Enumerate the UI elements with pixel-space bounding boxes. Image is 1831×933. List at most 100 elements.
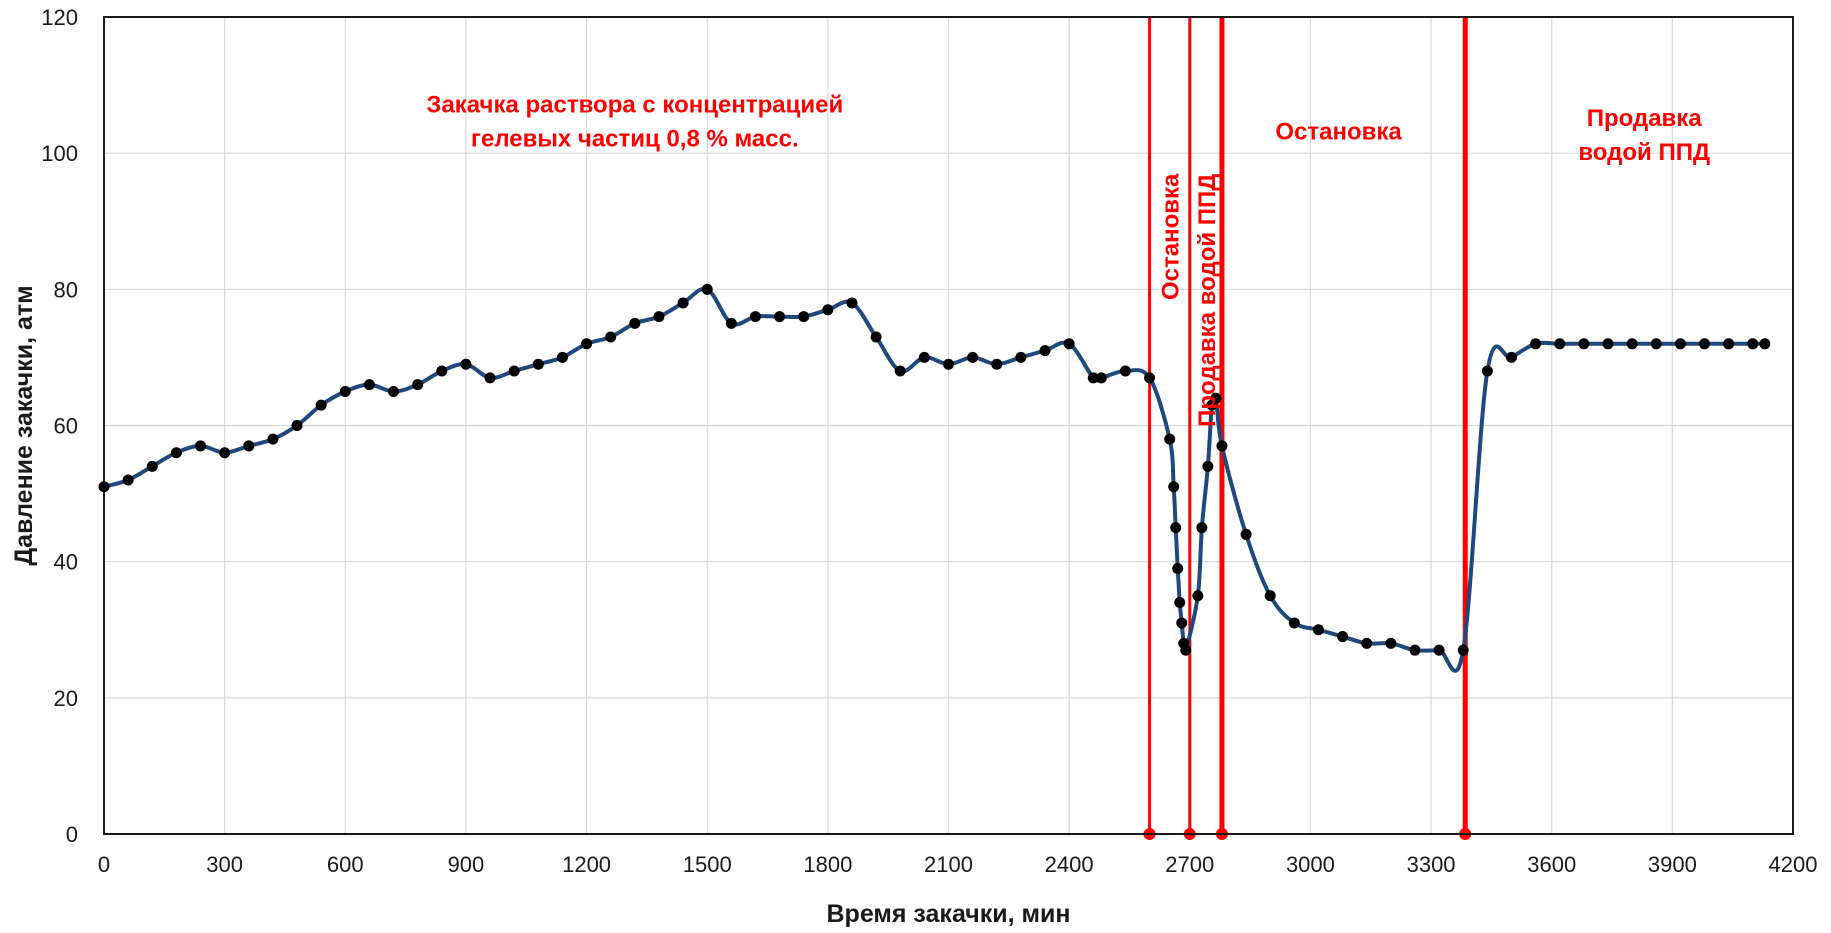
data-point: [1240, 528, 1252, 540]
data-point: [532, 358, 544, 370]
x-tick-label: 0: [98, 852, 110, 877]
data-point: [1170, 522, 1182, 534]
x-tick-label: 3300: [1407, 852, 1456, 877]
data-point: [1457, 644, 1469, 656]
data-point: [219, 447, 231, 459]
data-point: [1164, 433, 1176, 445]
data-point: [653, 311, 665, 323]
data-point: [1288, 617, 1300, 629]
data-point: [1602, 338, 1614, 350]
data-point: [1216, 440, 1228, 452]
data-point: [677, 297, 689, 309]
data-point: [1361, 637, 1373, 649]
data-point: [1578, 338, 1590, 350]
data-point: [195, 440, 207, 452]
data-point: [412, 379, 424, 391]
data-point: [725, 317, 737, 329]
data-point: [1144, 372, 1156, 384]
data-point: [749, 311, 761, 323]
data-point: [1196, 522, 1208, 534]
data-point: [1192, 590, 1204, 602]
annotation-label: Закачка раствора с концентрацией: [426, 91, 843, 118]
x-tick-label: 3600: [1527, 852, 1576, 877]
data-point: [1433, 644, 1445, 656]
data-point: [315, 399, 327, 411]
data-point: [1759, 338, 1771, 350]
data-point: [1095, 372, 1107, 384]
data-point: [1481, 365, 1493, 377]
data-point: [1554, 338, 1566, 350]
x-tick-label: 2400: [1045, 852, 1094, 877]
data-point: [1723, 338, 1735, 350]
data-point: [1409, 644, 1421, 656]
data-point: [1210, 392, 1222, 404]
y-tick-label: 100: [41, 141, 78, 166]
y-tick-label: 120: [41, 5, 78, 30]
data-point: [870, 331, 882, 343]
x-axis-title: Время закачки, мин: [827, 900, 1071, 928]
data-point: [1063, 338, 1075, 350]
series: [98, 283, 1771, 673]
data-point: [1506, 351, 1517, 363]
data-point: [1176, 617, 1188, 629]
x-tick-label: 900: [448, 852, 485, 877]
data-point: [1626, 338, 1638, 350]
data-point: [1174, 597, 1186, 609]
data-point: [1264, 590, 1276, 602]
x-tick-label: 1500: [683, 852, 732, 877]
data-point: [508, 365, 520, 377]
data-point: [581, 338, 593, 350]
grid: [104, 17, 1793, 834]
data-point: [894, 365, 906, 377]
tick-labels: 0 300 600 900 1200 1500 1800 2100 2400 2700 3000 33…: [41, 5, 1817, 877]
data-point: [460, 358, 472, 370]
data-point: [943, 358, 954, 370]
data-point: [918, 351, 930, 363]
x-tick-label: 2100: [924, 852, 973, 877]
annotation-label: Остановка: [1158, 173, 1185, 300]
data-point: [556, 351, 568, 363]
data-point: [243, 440, 255, 452]
data-point: [1087, 372, 1099, 384]
data-point: [1168, 481, 1180, 493]
event-lines: [1143, 17, 1472, 840]
data-point: [1312, 624, 1324, 636]
data-point: [798, 311, 810, 323]
data-point: [846, 297, 858, 309]
data-point: [291, 420, 303, 431]
data-point: [146, 460, 158, 472]
annotations: Закачка раствора с концентрацией гелевых …: [426, 91, 1710, 427]
data-point: [991, 358, 1003, 370]
annotation-label: Продавка: [1587, 105, 1703, 132]
data-point: [363, 379, 375, 391]
data-point: [967, 351, 979, 363]
x-tick-label: 1200: [562, 852, 611, 877]
data-point: [1699, 338, 1711, 350]
data-point: [1337, 631, 1349, 643]
y-tick-label: 0: [66, 822, 78, 847]
data-point: [436, 365, 448, 377]
data-point: [1119, 365, 1131, 377]
data-point: [1385, 637, 1397, 649]
x-tick-label: 2700: [1165, 852, 1214, 877]
annotation-label: водой ППД: [1578, 139, 1710, 166]
y-tick-label: 60: [54, 414, 78, 439]
data-point: [822, 304, 834, 316]
annotation-label: Продавка водой ППД: [1194, 174, 1221, 427]
data-point: [1202, 460, 1214, 472]
y-tick-label: 40: [54, 550, 78, 575]
plot-frame: [103, 16, 1794, 835]
data-point: [170, 447, 182, 459]
annotation-label: Остановка: [1275, 119, 1402, 146]
data-point: [1650, 338, 1662, 350]
data-point: [629, 317, 641, 329]
x-tick-label: 300: [206, 852, 243, 877]
data-point: [1530, 338, 1542, 350]
data-point: [701, 283, 713, 295]
data-point: [484, 372, 496, 384]
data-point: [122, 474, 134, 486]
annotation-label: гелевых частиц 0,8 % масс.: [471, 125, 799, 152]
data-point: [388, 385, 400, 397]
x-tick-label: 1800: [803, 852, 852, 877]
